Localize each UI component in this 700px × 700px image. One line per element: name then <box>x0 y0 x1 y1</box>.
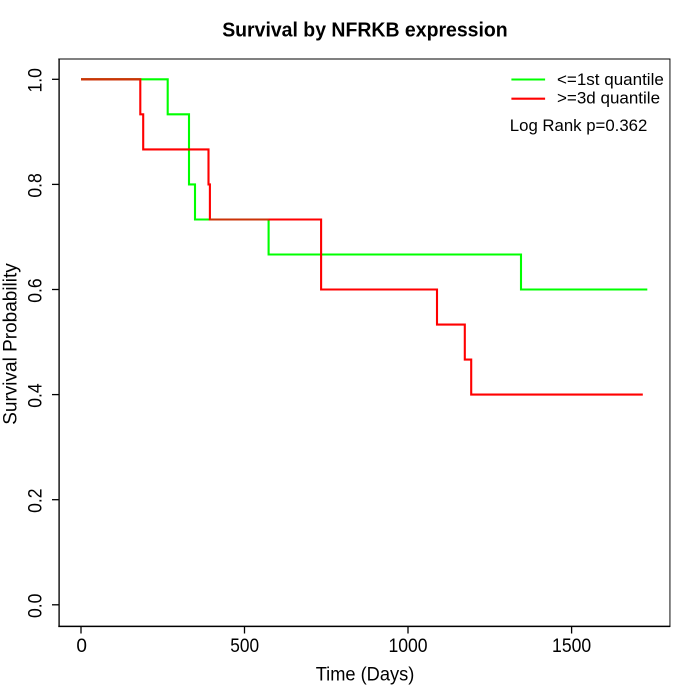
svg-text:Survival by NFRKB expression: Survival by NFRKB expression <box>222 20 508 42</box>
svg-text:0.6: 0.6 <box>25 278 46 302</box>
svg-text:0.0: 0.0 <box>25 594 46 618</box>
svg-text:1000: 1000 <box>388 636 427 657</box>
svg-text:Time (Days): Time (Days) <box>316 665 415 686</box>
svg-text:<=1st quantile: <=1st quantile <box>557 70 664 89</box>
svg-text:1.0: 1.0 <box>25 68 46 92</box>
svg-text:0.2: 0.2 <box>25 489 46 513</box>
svg-text:0.8: 0.8 <box>25 173 46 197</box>
svg-text:0.4: 0.4 <box>25 383 46 408</box>
svg-text:Survival Probability: Survival Probability <box>1 263 22 425</box>
svg-text:500: 500 <box>230 636 259 657</box>
svg-text:0: 0 <box>76 636 87 657</box>
svg-text:>=3d quantile: >=3d quantile <box>557 88 660 107</box>
svg-text:Log Rank p=0.362: Log Rank p=0.362 <box>510 116 648 135</box>
svg-text:1500: 1500 <box>552 636 591 657</box>
